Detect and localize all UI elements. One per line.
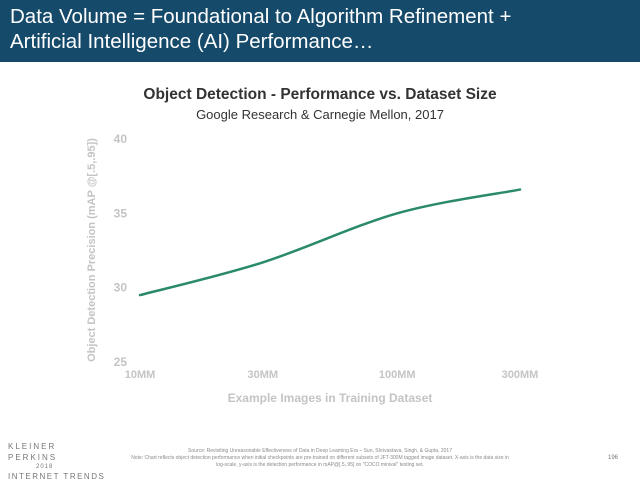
x-axis-label: Example Images in Training Dataset: [228, 391, 433, 405]
logo-line-report: INTERNET TRENDS: [8, 472, 106, 481]
logo-line-year: 2018: [36, 464, 54, 470]
page-title-line2: Artificial Intelligence (AI) Performance…: [10, 30, 374, 53]
y-axis-label: Object Detection Precision (mAP @[.5,.95…: [86, 138, 98, 362]
x-tick-label: 100MM: [379, 369, 416, 381]
chart-subtitle: Google Research & Carnegie Mellon, 2017: [196, 107, 444, 122]
x-tick-label: 30MM: [247, 369, 278, 381]
x-tick-label: 300MM: [502, 369, 539, 381]
source-citation: Source: Revisiting Unreasonable Effectiv…: [188, 448, 452, 454]
page-title: Data Volume = Foundational to Algorithm …: [10, 4, 630, 54]
series-line: [138, 188, 522, 297]
y-tick-label: 25: [114, 355, 128, 369]
kleiner-perkins-logo: KLEINER PERKINS 2018 INTERNET TRENDS: [8, 441, 108, 482]
y-tick-label: 40: [114, 132, 128, 146]
header-banner: Data Volume = Foundational to Algorithm …: [0, 0, 640, 62]
logo-line-company: KLEINER PERKINS: [8, 442, 58, 462]
y-tick-label: 30: [114, 281, 128, 295]
x-tick-label: 10MM: [125, 369, 156, 381]
page-number: 196: [608, 455, 619, 461]
page-title-line1: Data Volume = Foundational to Algorithm …: [10, 5, 512, 28]
y-tick-label: 35: [114, 206, 128, 220]
chart-title: Object Detection - Performance vs. Datas…: [143, 86, 497, 103]
chart-note: Note: Chart reflects object detection pe…: [131, 455, 509, 468]
